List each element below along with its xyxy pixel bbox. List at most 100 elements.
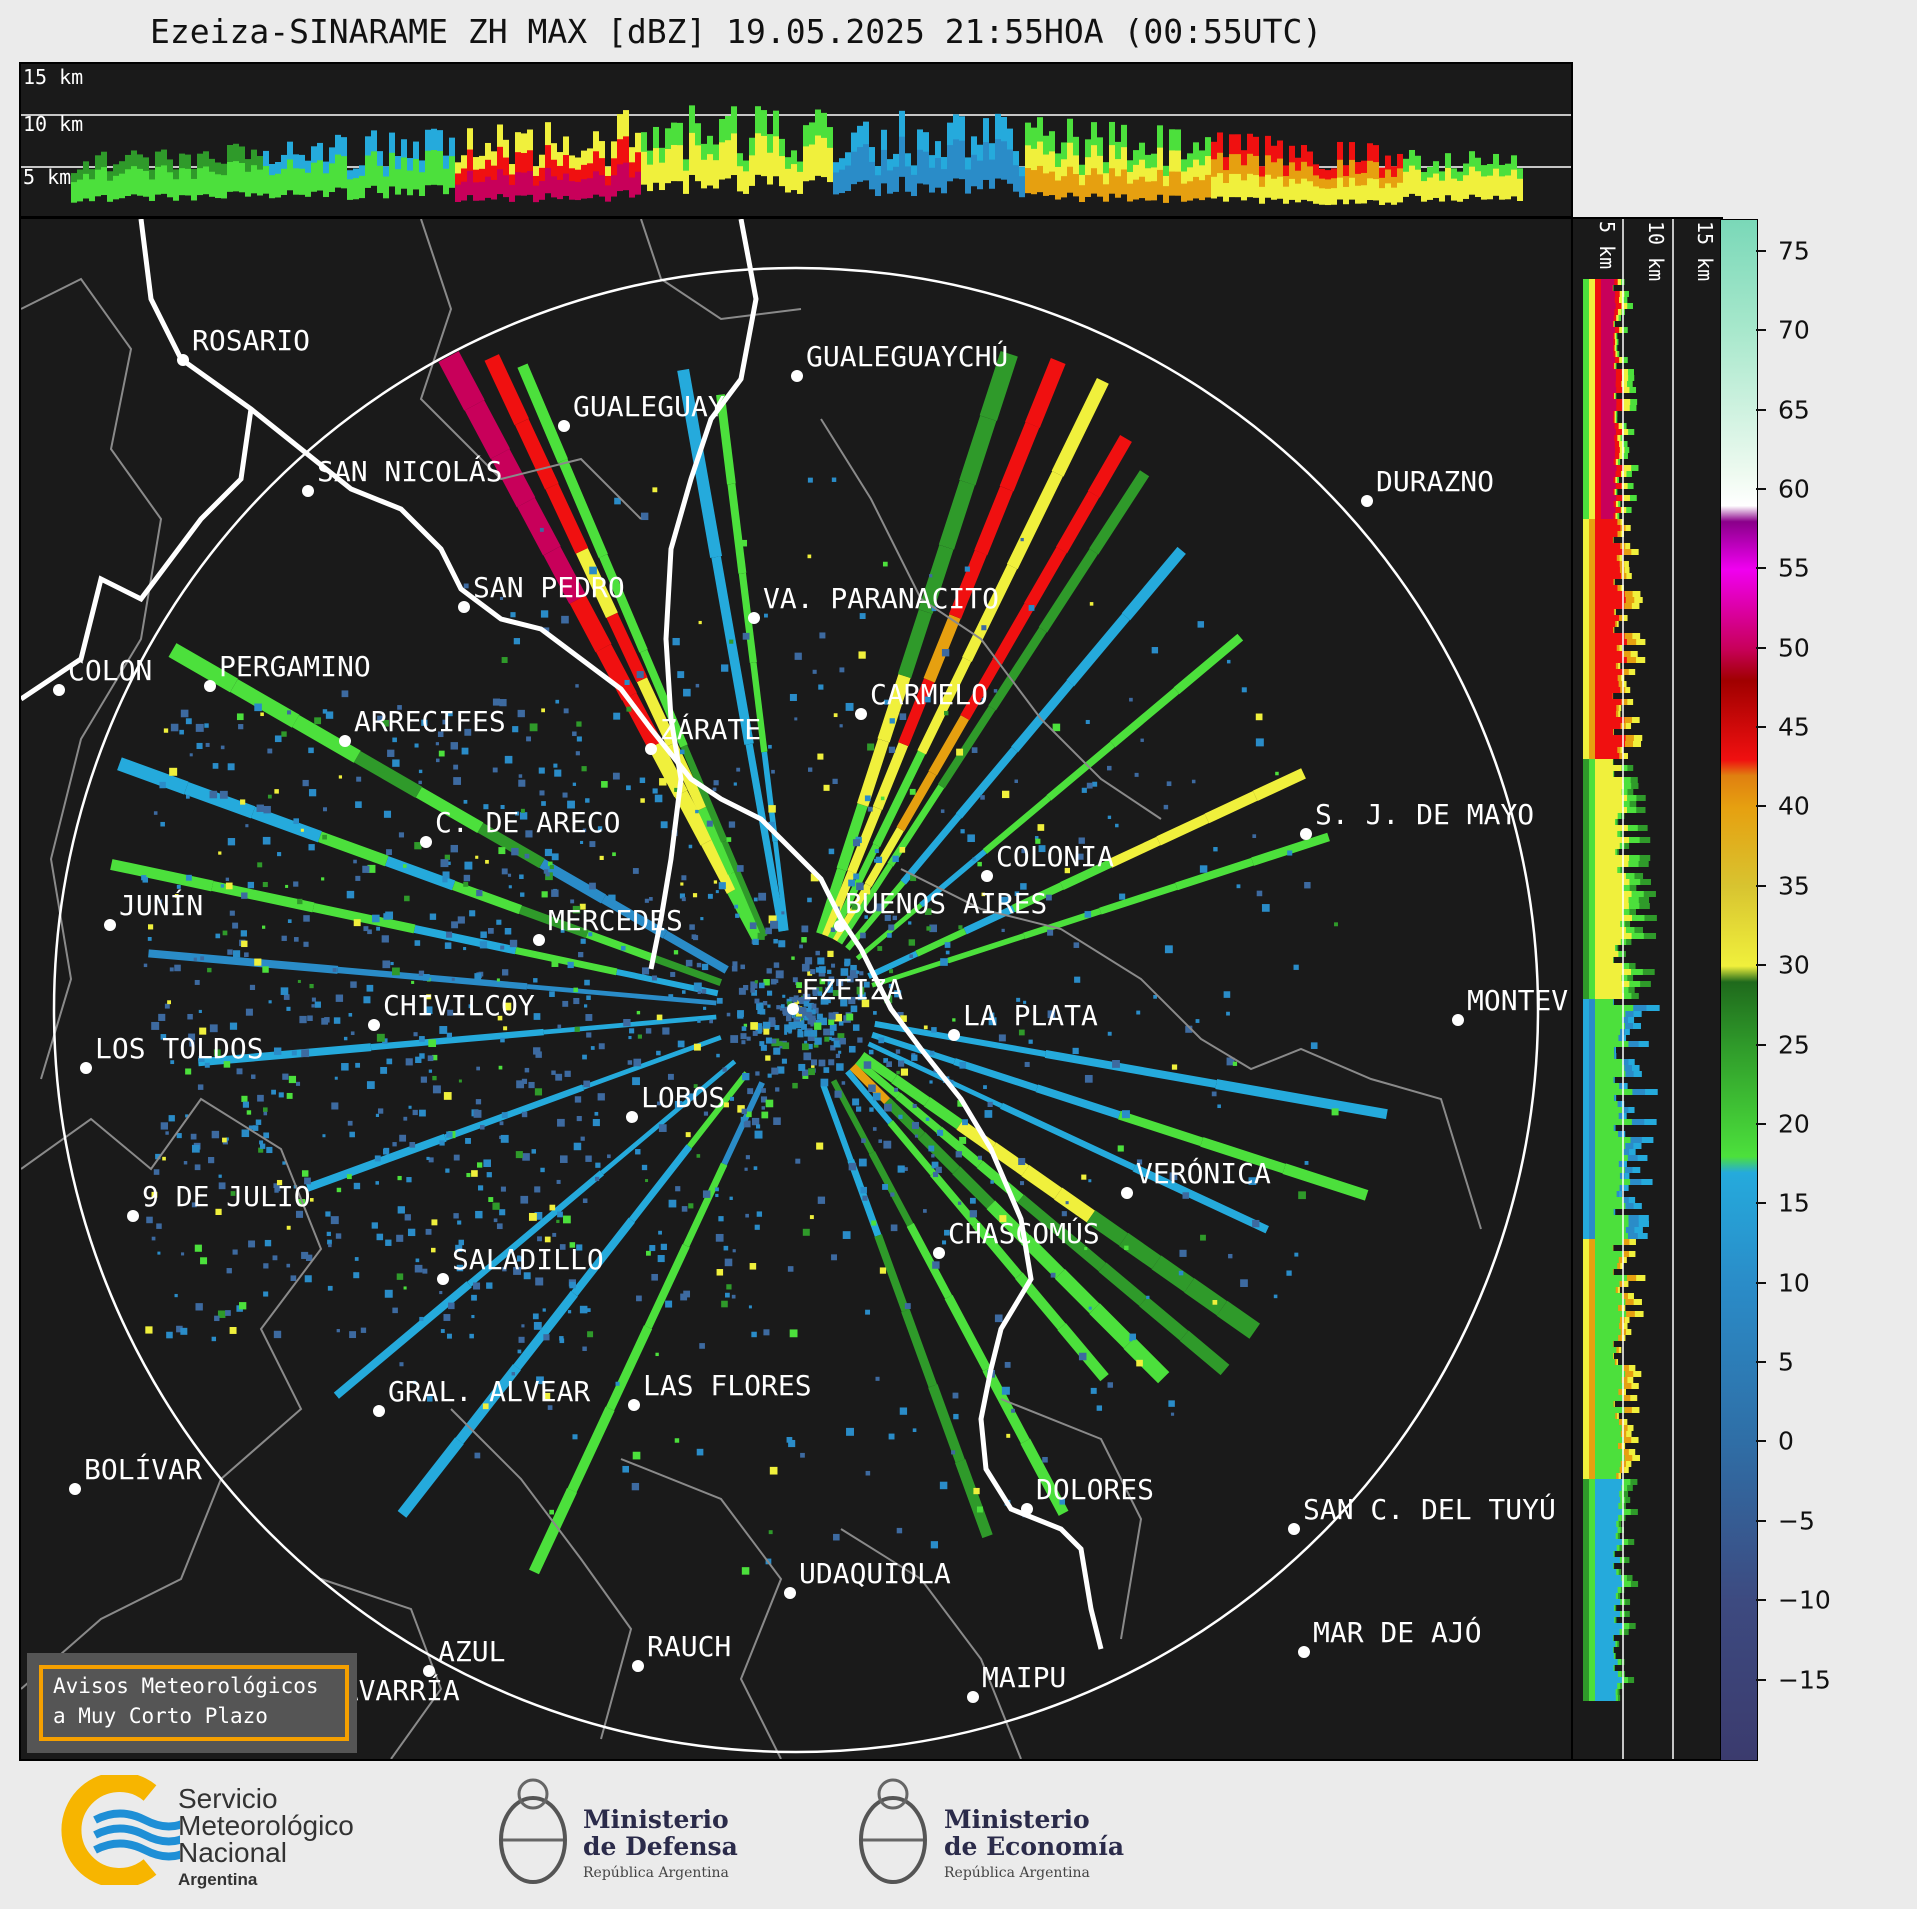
echo-pixel <box>1200 1234 1206 1241</box>
echo-ray-segment <box>539 858 607 904</box>
top-echo-column <box>551 176 557 198</box>
top-echo-column <box>431 150 437 185</box>
echo-pixel <box>439 1290 443 1295</box>
echo-pixel <box>639 777 646 784</box>
side-echo-row <box>1595 567 1620 573</box>
echo-pixel <box>155 1153 161 1160</box>
echo-pixel <box>582 1054 587 1060</box>
echo-pixel <box>830 1045 836 1051</box>
echo-pixel <box>335 994 344 1002</box>
side-echo-row <box>1601 297 1615 303</box>
echo-pixel <box>667 1073 674 1080</box>
top-echo-column <box>719 142 725 180</box>
echo-ray-segment <box>986 1200 1030 1244</box>
top-echo-column <box>215 174 221 199</box>
defensa-line-2: de Defensa <box>583 1832 738 1861</box>
echo-pixel <box>680 882 684 886</box>
echo-pixel <box>572 731 577 737</box>
echo-pixel <box>816 986 823 994</box>
echo-pixel <box>380 1066 388 1074</box>
echo-pixel <box>844 958 851 965</box>
echo-pixel <box>804 957 813 965</box>
top-echo-column <box>845 165 851 192</box>
echo-pixel <box>350 981 357 988</box>
echo-ray-segment <box>686 1071 750 1149</box>
echo-pixel <box>273 1330 282 1339</box>
echo-pixel <box>1129 1333 1136 1341</box>
side-echo-row <box>1601 447 1616 453</box>
echo-pixel <box>293 937 299 942</box>
echo-pixel <box>828 1036 832 1041</box>
colorbar-tick-label: 20 <box>1778 1109 1810 1139</box>
echo-pixel <box>457 1220 462 1225</box>
echo-pixel <box>670 971 676 977</box>
defensa-line-1: Ministerio <box>583 1805 729 1834</box>
echo-pixel <box>646 1250 651 1256</box>
echo-pixel <box>807 897 812 903</box>
top-echo-column <box>1493 168 1499 196</box>
echo-pixel <box>775 1087 780 1092</box>
city-label-9-de-julio: 9 DE JULIO <box>142 1180 311 1213</box>
echo-pixel <box>850 964 857 972</box>
echo-pixel <box>827 969 832 975</box>
echo-pixel <box>859 613 866 620</box>
side-echo-row <box>1595 1257 1619 1263</box>
echo-pixel <box>807 1002 814 1009</box>
top-echo-column <box>323 173 329 198</box>
echo-pixel <box>892 915 897 921</box>
side-echo-row <box>1595 885 1623 891</box>
echo-pixel <box>713 780 719 786</box>
echo-pixel <box>681 990 686 994</box>
echo-pixel <box>931 1161 939 1169</box>
echo-pixel <box>367 929 372 935</box>
echo-pixel <box>660 1243 667 1250</box>
echo-pixel <box>745 1155 750 1160</box>
echo-pixel <box>1119 893 1126 900</box>
echo-pixel <box>338 775 343 779</box>
echo-pixel <box>756 1211 763 1217</box>
top-echo-column <box>1289 178 1295 200</box>
echo-pixel <box>468 1004 473 1009</box>
echo-pixel <box>157 1251 161 1255</box>
echo-pixel <box>402 864 407 868</box>
echo-pixel <box>295 1081 301 1086</box>
echo-pixel <box>302 779 309 787</box>
echo-pixel <box>884 1103 892 1112</box>
echo-pixel <box>267 794 272 799</box>
echo-ray-segment <box>871 1031 956 1065</box>
echo-pixel <box>685 959 693 967</box>
echo-pixel <box>225 877 230 881</box>
side-echo-row <box>1595 849 1616 855</box>
city-labels: ROSARIO GUALEGUAYCHÚ GUALEGUAY SAN NICOL… <box>68 324 1568 1707</box>
side-echo-row <box>1595 927 1626 933</box>
top-echo-column <box>1169 150 1175 186</box>
echo-pixel <box>657 1101 661 1106</box>
echo-pixel <box>409 1141 416 1148</box>
colorbar-tick-mark <box>1756 487 1766 490</box>
echo-pixel <box>1168 1400 1175 1407</box>
echo-pixel <box>346 890 355 899</box>
top-echo-column <box>575 169 581 194</box>
echo-pixel <box>435 758 440 763</box>
escudo-sun <box>517 1778 549 1810</box>
echo-pixel <box>1088 1179 1092 1183</box>
echo-pixel <box>478 1185 484 1191</box>
side-echo-row <box>1595 1089 1633 1095</box>
echo-pixel <box>693 1084 698 1089</box>
avisos-box[interactable]: Avisos Meteorológicos a Muy Corto Plazo <box>27 1653 357 1753</box>
top-echo-column <box>1091 168 1097 194</box>
echo-pixel <box>1185 1025 1193 1033</box>
side-echo-row <box>1595 1317 1620 1323</box>
echo-pixel <box>509 939 518 948</box>
radar-map[interactable]: ROSARIO GUALEGUAYCHÚ GUALEGUAY SAN NICOL… <box>19 217 1573 1761</box>
echo-pixel <box>520 892 525 897</box>
echo-pixel <box>218 851 222 855</box>
echo-pixel <box>773 962 780 968</box>
echo-pixel <box>240 930 247 937</box>
echo-pixel <box>163 728 169 733</box>
echo-pixel <box>1096 1405 1103 1411</box>
echo-pixel <box>321 877 325 881</box>
echo-pixel <box>446 1131 453 1138</box>
echo-pixel <box>1129 1338 1133 1342</box>
echo-pixel <box>774 1025 780 1030</box>
